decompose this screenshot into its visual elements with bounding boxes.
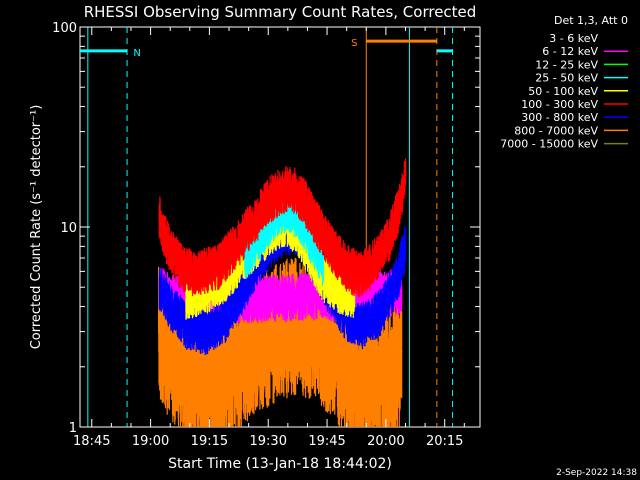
x-tick-label: 20:00 [367, 434, 404, 449]
chart-title: RHESSI Observing Summary Count Rates, Co… [84, 3, 477, 21]
x-tick-label: 19:45 [308, 434, 345, 449]
series-line [243, 206, 325, 265]
x-tick-label: 18:45 [73, 434, 110, 449]
x-tick-label: 19:30 [250, 434, 287, 449]
legend-label: 7000 - 15000 keV [500, 138, 598, 151]
x-tick-label: 19:00 [132, 434, 169, 449]
footer-timestamp: 2-Sep-2022 14:38 [556, 468, 637, 478]
legend-label: 800 - 7000 keV [514, 124, 598, 137]
series-line [157, 324, 403, 388]
series-line [158, 171, 407, 276]
y-axis-label: Corrected Count Rate (s⁻¹ detector⁻¹) [29, 105, 44, 350]
legend-label: 3 - 6 keV [549, 32, 598, 45]
marker-layer: NS [80, 27, 454, 427]
legend-label: 6 - 12 keV [542, 45, 598, 58]
y-tick-label: 1 [69, 421, 77, 436]
legend-label: 100 - 300 keV [521, 98, 598, 111]
legend-label: 12 - 25 keV [535, 58, 598, 71]
x-tick-label: 20:15 [426, 434, 463, 449]
legend-header: Det 1,3, Att 0 [554, 14, 628, 27]
axis-ticks: 18:45 19:00 19:15 19:30 19:45 20:00 20:15 1 10 10… [52, 21, 480, 449]
x-axis-label: Start Time (13-Jan-18 18:44:02) [168, 456, 392, 472]
y-tick-label: 100 [52, 21, 77, 36]
legend-label: 25 - 50 keV [535, 72, 598, 85]
x-tick-label: 19:15 [191, 434, 228, 449]
legend-label: 50 - 100 keV [528, 85, 598, 98]
series-layer [157, 158, 407, 427]
marker-bar-label: N [133, 48, 140, 59]
legend-label: 300 - 800 keV [521, 111, 598, 124]
marker-bar-label: S [351, 38, 357, 49]
y-tick-label: 10 [60, 221, 77, 236]
